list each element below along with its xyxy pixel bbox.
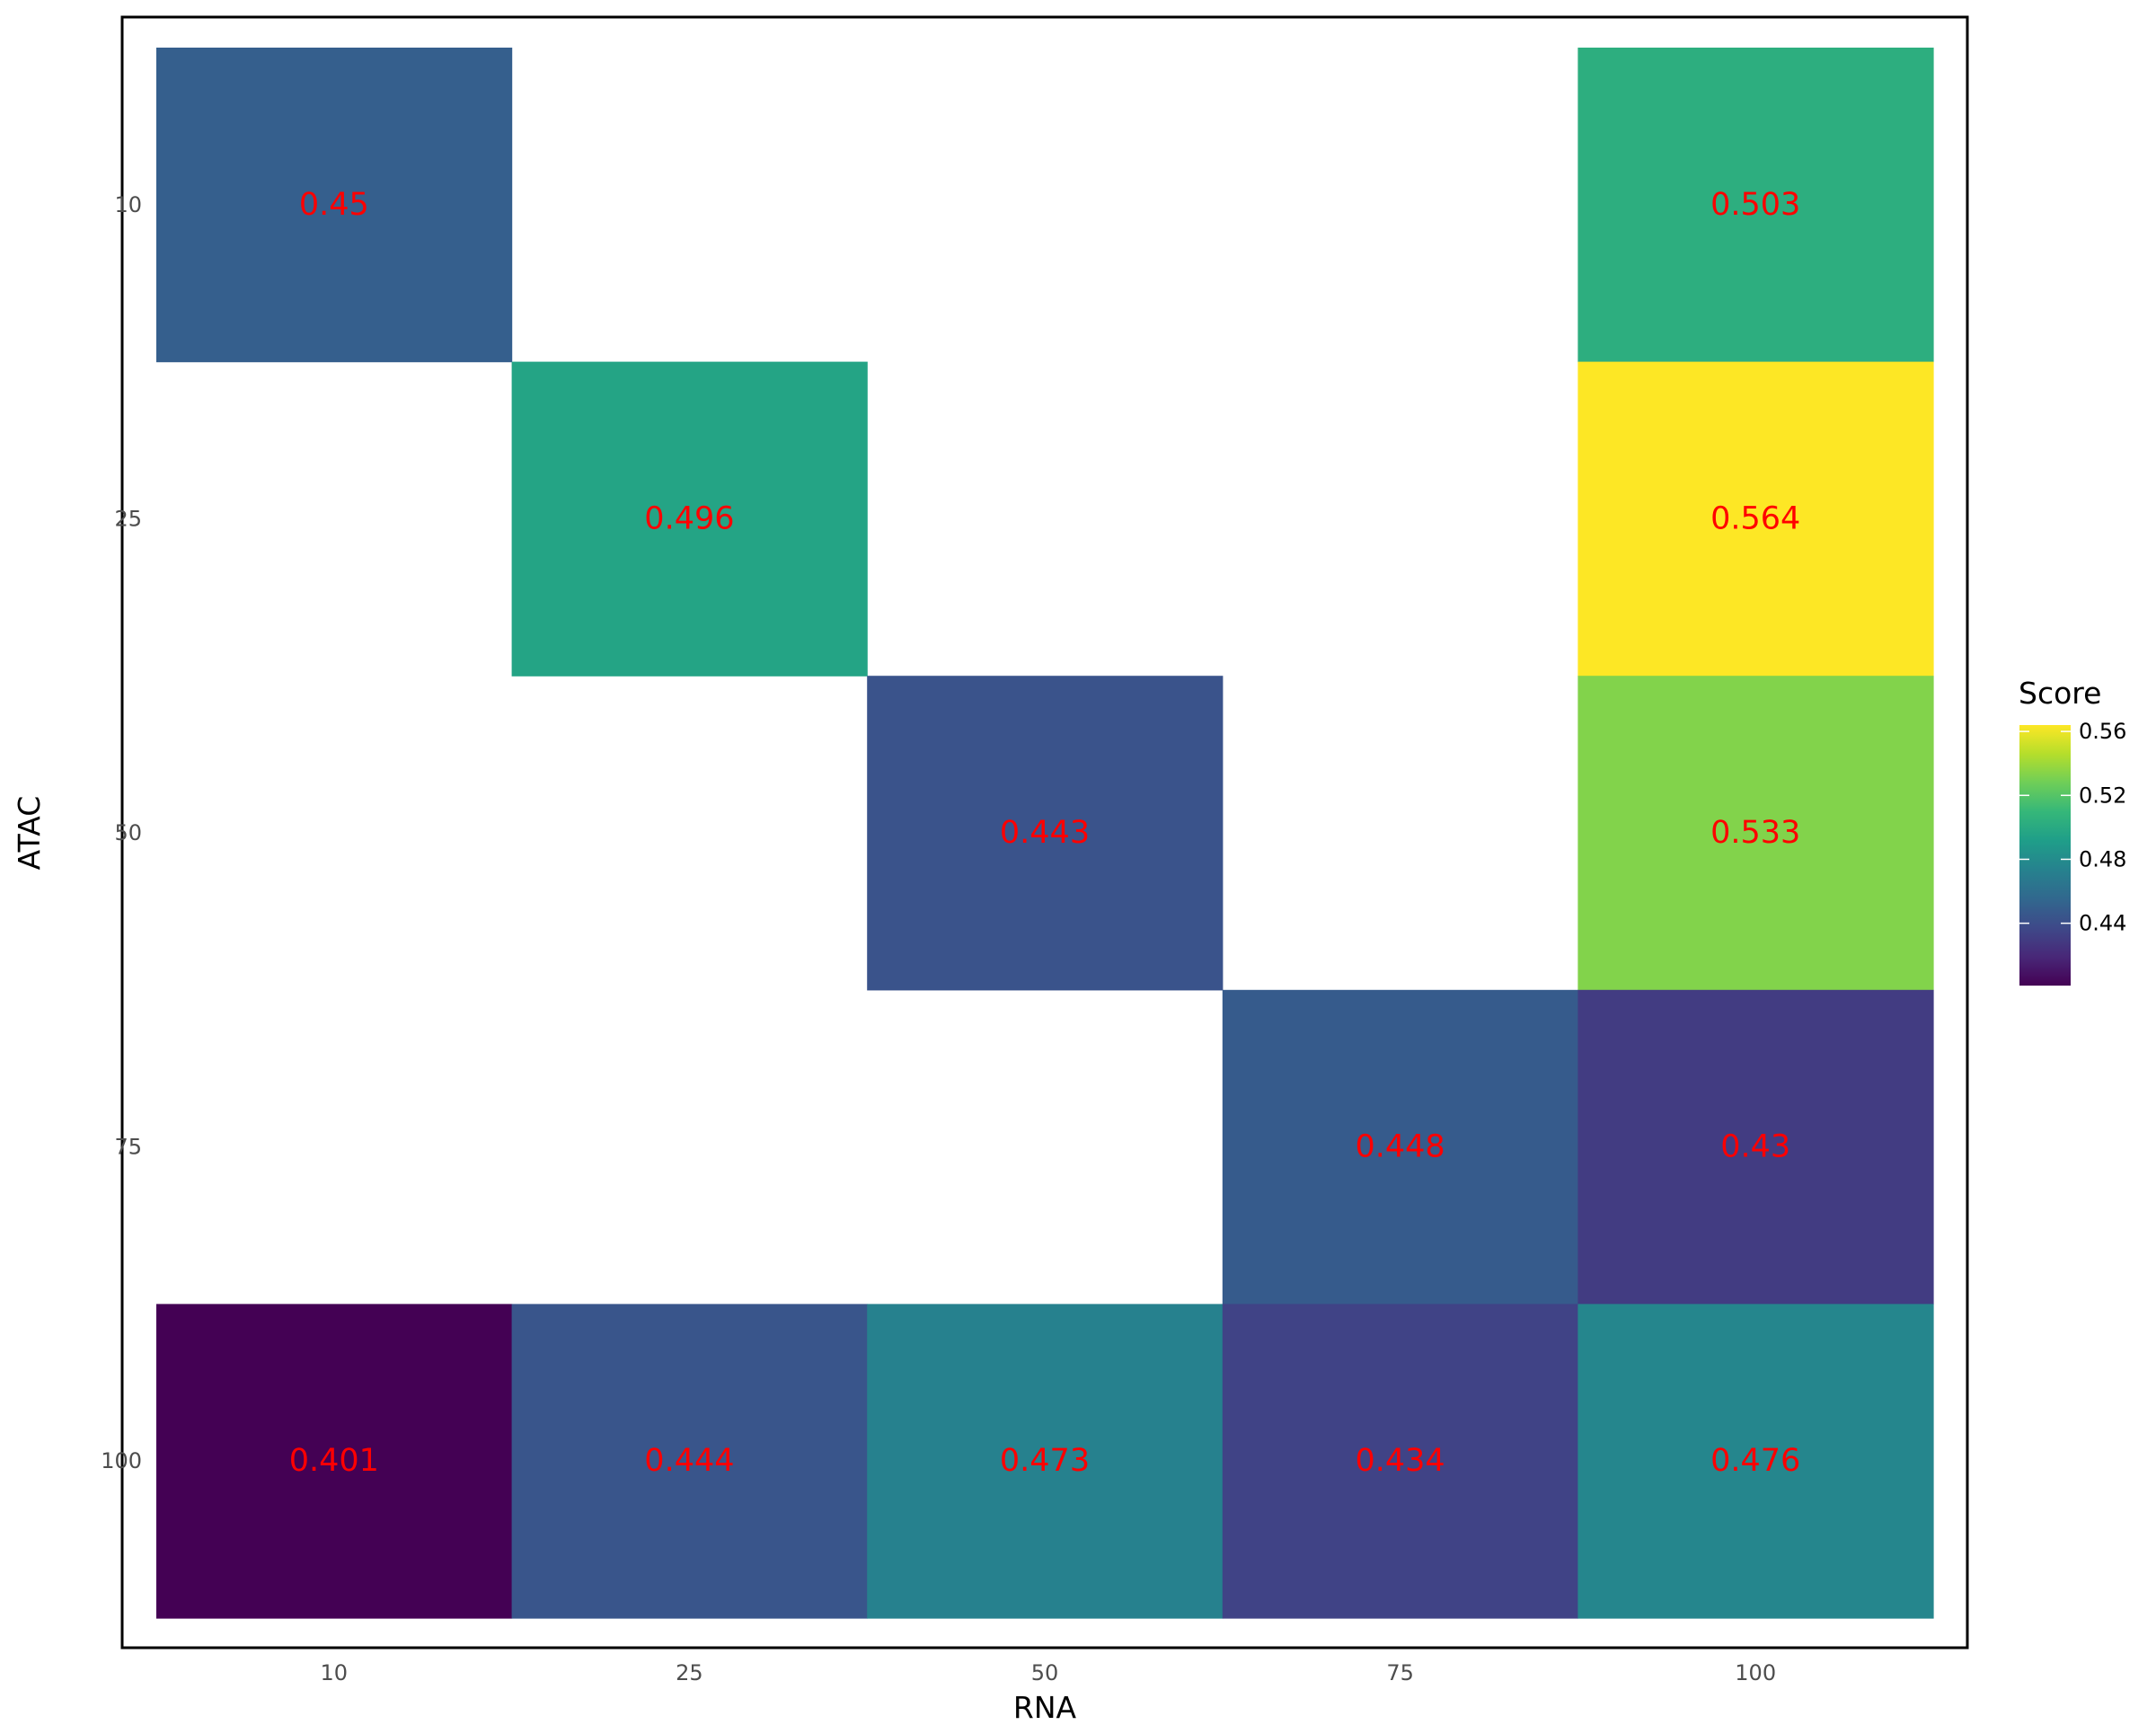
heatmap-cell xyxy=(867,1304,1224,1619)
cell-value-label: 0.444 xyxy=(644,1443,734,1479)
legend-colorbar xyxy=(2019,725,2071,986)
cell-value-label: 0.503 xyxy=(1710,187,1800,223)
cell-value-label: 0.401 xyxy=(289,1443,379,1479)
heatmap-cell xyxy=(1222,989,1578,1305)
legend-tick-label: 0.48 xyxy=(2079,846,2126,871)
x-axis-tick-labels: 10 25 50 75 100 xyxy=(321,1660,1777,1685)
cell-value-label: 0.43 xyxy=(1720,1129,1790,1165)
y-tick-label: 75 xyxy=(114,1135,142,1160)
heatmap-cell xyxy=(1222,1304,1578,1619)
cell-value-label: 0.533 xyxy=(1710,815,1800,851)
cell-value-label: 0.496 xyxy=(644,500,734,536)
cell-value-label: 0.434 xyxy=(1355,1443,1445,1479)
y-tick-label: 50 xyxy=(114,820,142,845)
legend-ticks: 0.44 0.48 0.52 0.56 xyxy=(2019,719,2126,936)
y-tick-label: 25 xyxy=(114,506,142,531)
cell-value-label: 0.476 xyxy=(1710,1443,1800,1479)
heatmap-cell xyxy=(511,1304,868,1619)
legend-title: Score xyxy=(2019,676,2101,711)
heatmap-cell xyxy=(511,361,868,677)
y-axis-title: ATAC xyxy=(12,796,47,871)
heatmap-cell xyxy=(867,676,1224,991)
x-tick-label: 50 xyxy=(1031,1660,1059,1685)
legend-tick-label: 0.44 xyxy=(2079,911,2126,936)
cell-value-label: 0.45 xyxy=(299,187,369,223)
heatmap-cell xyxy=(1577,361,1934,677)
x-axis-title: RNA xyxy=(1013,1690,1077,1725)
heatmap-cell xyxy=(156,1304,513,1619)
x-tick-label: 25 xyxy=(676,1660,703,1685)
heatmap-cell xyxy=(156,48,513,363)
y-axis-tick-labels: 10 25 50 75 100 xyxy=(101,192,142,1473)
heatmap-cells xyxy=(156,48,1934,1619)
legend-tick-label: 0.52 xyxy=(2079,783,2126,808)
x-tick-label: 75 xyxy=(1386,1660,1414,1685)
y-tick-label: 100 xyxy=(101,1448,142,1473)
cell-value-label: 0.443 xyxy=(1000,815,1090,851)
cell-value-label: 0.564 xyxy=(1710,500,1800,536)
legend-tick-label: 0.56 xyxy=(2079,719,2126,744)
heatmap-cell xyxy=(1577,676,1934,991)
cell-value-label: 0.448 xyxy=(1355,1129,1445,1165)
heatmap-cell xyxy=(1577,1304,1934,1619)
cell-value-labels: 0.45 0.503 0.496 0.564 0.443 0.533 0.448 0.43 0.… xyxy=(289,187,1801,1479)
y-tick-label: 10 xyxy=(114,192,142,217)
x-tick-label: 10 xyxy=(321,1660,349,1685)
heatmap-cell xyxy=(1577,989,1934,1305)
cell-value-label: 0.473 xyxy=(1000,1443,1090,1479)
heatmap-cell xyxy=(1577,48,1934,363)
panel-border xyxy=(120,15,1969,1650)
color-legend: Score 0.44 0.48 0.52 0.56 xyxy=(2019,676,2126,986)
x-tick-label: 100 xyxy=(1735,1660,1776,1685)
